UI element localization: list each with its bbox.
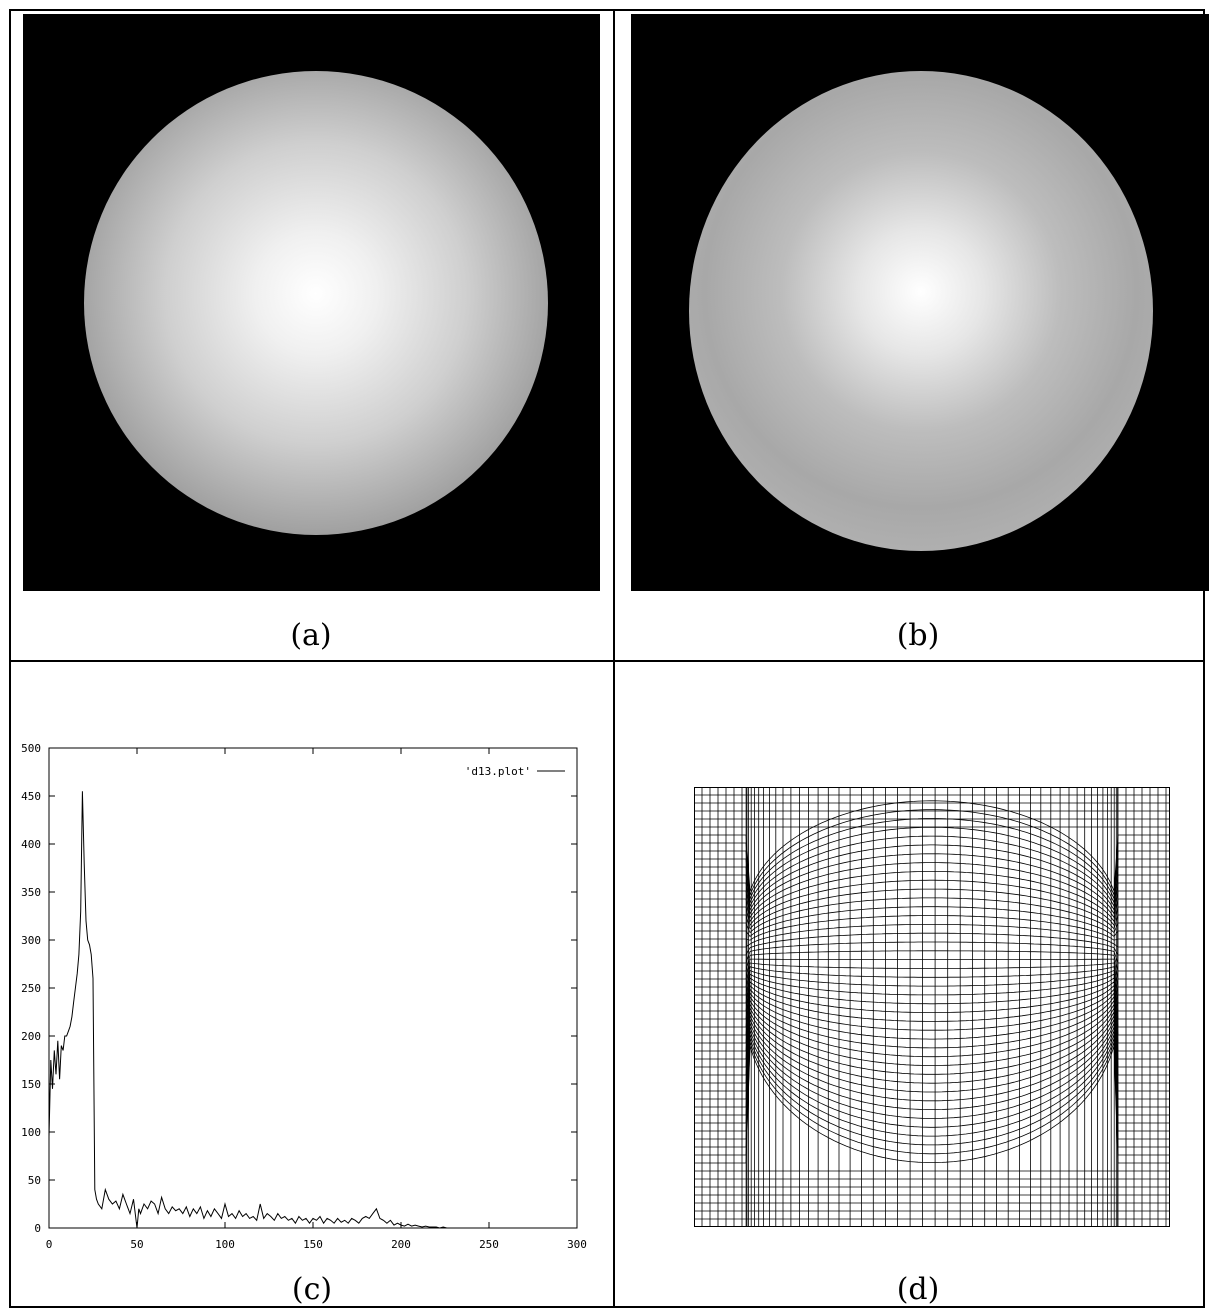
mesh-row-line [694, 915, 1170, 941]
series-line-d13-plot [48, 791, 507, 1229]
mesh-row-line [694, 966, 1170, 996]
mesh-row-line [694, 962, 1170, 988]
panel-c-chart: 0 50 100 150 200 250 300 350 400 450 500 0 50 100 150… [21, 742, 587, 1251]
mesh-row-line [694, 1026, 1170, 1124]
x-tick-label: 0 [46, 1238, 53, 1251]
y-tick-label: 500 [21, 742, 41, 755]
reconstructed-sphere [689, 71, 1153, 551]
mesh-row-line [694, 995, 1170, 1060]
y-tick-label: 150 [21, 1078, 41, 1091]
mesh-row-line [694, 844, 1170, 912]
mesh-row-line [694, 1003, 1170, 1076]
caption-b: (b) [896, 618, 940, 653]
y-tick-label: 450 [21, 790, 41, 803]
mesh-row-line [694, 999, 1170, 1068]
mesh-row-line [694, 977, 1170, 1020]
mesh-row-line [694, 1038, 1170, 1148]
x-tick-label: 200 [391, 1238, 411, 1251]
frame-right-border [1203, 9, 1205, 1308]
mesh-row-line [694, 992, 1170, 1052]
x-tick-label: 300 [567, 1238, 587, 1251]
mesh-row-line [694, 1045, 1170, 1164]
y-tick-label: 0 [34, 1222, 41, 1235]
legend: 'd13.plot' [465, 765, 565, 778]
caption-c: (c) [291, 1272, 333, 1307]
mesh-row-line [694, 888, 1170, 930]
y-tick-label: 400 [21, 838, 41, 851]
panel-b-image [631, 14, 1209, 591]
mesh-row-line [694, 879, 1170, 926]
caption-a: (a) [290, 618, 332, 653]
mesh-row-line [694, 969, 1170, 1004]
mesh-row-line [694, 924, 1170, 948]
x-axis-ticks: 0 50 100 150 200 250 300 [46, 748, 587, 1251]
mesh-row-line [694, 862, 1170, 919]
frame-left-border [9, 9, 11, 1308]
mesh-row-line [694, 932, 1170, 956]
y-tick-label: 250 [21, 982, 41, 995]
mesh-row-line [694, 800, 1170, 892]
mesh-row-line [694, 1023, 1170, 1116]
mesh-row-line [694, 871, 1170, 923]
x-tick-label: 250 [479, 1238, 499, 1251]
mesh-row-line [694, 984, 1170, 1036]
legend-label: 'd13.plot' [465, 765, 531, 778]
y-tick-label: 300 [21, 934, 41, 947]
mesh-row-line [694, 941, 1170, 964]
frame-middle-vertical [613, 9, 615, 1308]
mesh-row-line [694, 809, 1170, 895]
mesh-row-line [694, 1006, 1170, 1084]
mesh-row-line [694, 973, 1170, 1012]
mesh-row-line [694, 1014, 1170, 1100]
y-tick-label: 350 [21, 886, 41, 899]
frame-top-border [9, 9, 1205, 11]
caption-d: (d) [896, 1272, 940, 1307]
shaded-sphere [84, 71, 548, 535]
plot-frame [48, 747, 578, 1229]
y-tick-label: 50 [28, 1174, 41, 1187]
mesh-row-line [694, 958, 1170, 980]
x-tick-label: 50 [130, 1238, 143, 1251]
mesh-row-line [694, 1010, 1170, 1092]
mesh-row-line [694, 826, 1170, 904]
x-tick-label: 100 [215, 1238, 235, 1251]
mesh-row-line [694, 906, 1170, 937]
mesh-row-line [694, 1042, 1170, 1156]
mesh-row-line [694, 897, 1170, 934]
mesh-row-line [694, 981, 1170, 1028]
panel-a-image [23, 14, 600, 591]
mesh-row-line [694, 1030, 1170, 1132]
mesh-row-line [694, 988, 1170, 1044]
x-tick-label: 150 [303, 1238, 323, 1251]
panel-d-mesh [694, 787, 1170, 1227]
frame-middle-horizontal [9, 660, 1205, 662]
mesh-row-line [694, 835, 1170, 908]
mesh-row-line [694, 1019, 1170, 1108]
frame-bottom-border [9, 1306, 1205, 1308]
mesh-row-line [694, 1034, 1170, 1140]
mesh-row-line [694, 853, 1170, 915]
mesh-grid-lines [694, 787, 1170, 1227]
y-tick-label: 200 [21, 1030, 41, 1043]
y-tick-label: 100 [21, 1126, 41, 1139]
mesh-row-line [694, 950, 1170, 972]
y-axis-ticks: 0 50 100 150 200 250 300 350 400 450 500 [21, 742, 577, 1235]
mesh-row-line [694, 818, 1170, 901]
